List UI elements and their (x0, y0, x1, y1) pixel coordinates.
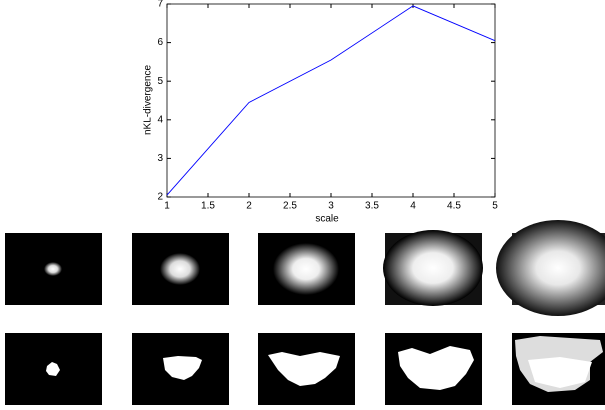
blob (383, 230, 483, 306)
blob (44, 262, 62, 276)
y-tick-label: 5 (157, 76, 163, 87)
y-tick-label: 4 (157, 114, 163, 125)
x-tick-label: 2.5 (283, 201, 297, 212)
y-tick-label: 2 (157, 192, 163, 203)
mask-row (5, 333, 605, 405)
blob (273, 243, 339, 295)
mask (528, 357, 592, 388)
line-chart: scale nKL-divergence 2 3 4 5 6 7 1 1.5 2 2.5 3 3.5 4… (143, 0, 499, 225)
x-tick-label: 3.5 (365, 201, 379, 212)
x-tick-label: 4 (410, 201, 416, 212)
blob (160, 253, 200, 285)
x-tick-label: 2 (246, 201, 252, 212)
mask (163, 356, 202, 380)
mask (46, 362, 60, 376)
blob-row (5, 220, 605, 316)
line (166, 5, 496, 196)
x-axis-label: scale (315, 214, 339, 225)
y-tick-label: 7 (157, 0, 163, 10)
x-tick-label: 3 (328, 201, 334, 212)
y-tick-label: 3 (157, 153, 163, 164)
mask (398, 346, 474, 390)
y-axis-label: nKL-divergence (143, 65, 154, 135)
y-tick-label: 6 (157, 37, 163, 48)
x-tick-label: 1 (164, 201, 170, 212)
x-tick-label: 4.5 (447, 201, 461, 212)
x-tick-label: 1.5 (201, 201, 215, 212)
plot-area (166, 3, 496, 198)
mask (268, 352, 340, 386)
x-tick-label: 5 (492, 201, 498, 212)
blob (496, 220, 605, 316)
